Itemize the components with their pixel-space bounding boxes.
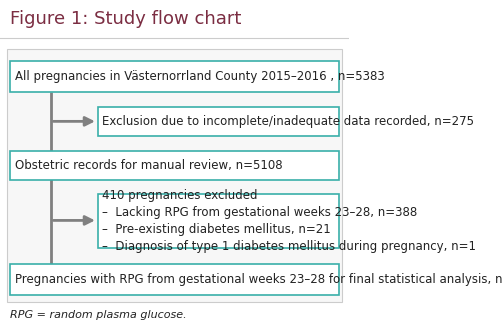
FancyBboxPatch shape (11, 264, 339, 295)
FancyBboxPatch shape (11, 61, 339, 92)
FancyBboxPatch shape (7, 49, 342, 302)
Text: Figure 1: Study flow chart: Figure 1: Study flow chart (11, 10, 242, 28)
Text: Obstetric records for manual review, n=5108: Obstetric records for manual review, n=5… (15, 159, 282, 172)
Text: All pregnancies in Västernorrland County 2015–2016 , n=5383: All pregnancies in Västernorrland County… (15, 70, 384, 83)
Text: Pregnancies with RPG from gestational weeks 23–28 for final statistical analysis: Pregnancies with RPG from gestational we… (15, 273, 503, 286)
FancyBboxPatch shape (98, 194, 339, 248)
FancyBboxPatch shape (11, 151, 339, 180)
Text: 410 pregnancies excluded
–  Lacking RPG from gestational weeks 23–28, n=388
–  P: 410 pregnancies excluded – Lacking RPG f… (102, 189, 476, 253)
Text: Exclusion due to incomplete/inadequate data recorded, n=275: Exclusion due to incomplete/inadequate d… (102, 115, 474, 128)
FancyBboxPatch shape (98, 107, 339, 136)
Text: RPG = random plasma glucose.: RPG = random plasma glucose. (11, 310, 187, 320)
